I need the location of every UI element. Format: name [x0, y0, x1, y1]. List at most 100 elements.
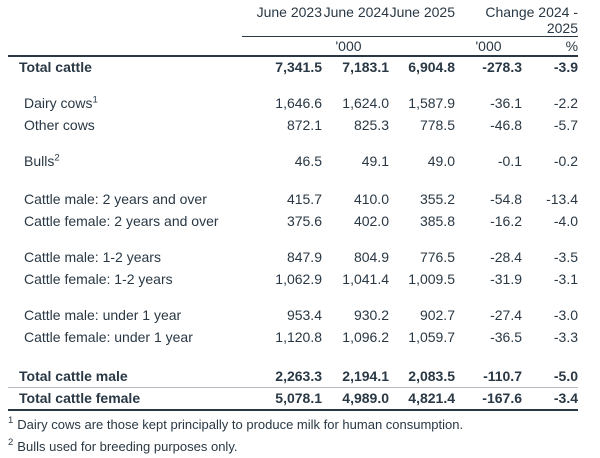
- cell-value: -0.1: [497, 152, 522, 169]
- spacer-row: [8, 290, 578, 304]
- cell-value: 902.7: [419, 306, 455, 323]
- table-row: Bulls2 46.5 49.1 49.0 -0.1 -0.2: [8, 150, 578, 172]
- row-label: Other cows: [24, 116, 95, 133]
- cell-value: -36.5: [490, 328, 522, 345]
- row-label: Cattle female: 2 years and over: [24, 212, 219, 229]
- cell-value: 825.3: [353, 116, 389, 133]
- row-label: Cattle male: under 1 year: [24, 306, 182, 323]
- cell-value: 1,646.6: [275, 94, 322, 111]
- cell-value: 49.0: [427, 152, 455, 169]
- col-header-june-2025: June 2025: [389, 2, 455, 37]
- cell-value: 415.7: [286, 190, 322, 207]
- cell-value: -110.7: [455, 365, 522, 388]
- spacer-row: [8, 348, 578, 366]
- cell-value: 804.9: [353, 248, 389, 265]
- cell-value: 1,041.4: [342, 270, 389, 287]
- cell-value: 930.2: [353, 306, 389, 323]
- cell-value: -3.1: [553, 270, 579, 287]
- unit-header-change-percent: %: [522, 36, 579, 57]
- cell-value: 7,183.1: [342, 59, 389, 75]
- cell-value: 4,821.4: [389, 387, 455, 411]
- header-empty-cell: [8, 2, 242, 37]
- cell-value: 953.4: [286, 306, 322, 323]
- spacer-row: [8, 78, 578, 92]
- unit-header-change-thousands: '000: [455, 36, 522, 57]
- table-row: Cattle female: 1-2 years 1,062.9 1,041.4 1,…: [8, 268, 578, 290]
- cell-value: 1,120.8: [275, 328, 322, 345]
- cell-value: -16.2: [490, 212, 522, 229]
- cell-value: 49.1: [361, 152, 389, 169]
- row-label: Total cattle: [19, 59, 92, 75]
- table-row: Cattle female: under 1 year 1,120.8 1,096.…: [8, 326, 578, 348]
- unit-empty-cell: [8, 36, 242, 57]
- table-row: Cattle male: 1-2 years 847.9 804.9 776.5 -28…: [8, 246, 578, 268]
- table-row: Total cattle 7,341.5 7,183.1 6,904.8 -278.3 -…: [8, 56, 578, 78]
- row-label: Total cattle female: [8, 387, 242, 411]
- cell-value: -5.0: [522, 365, 579, 388]
- cell-value: -46.8: [490, 116, 522, 133]
- cell-value: -36.1: [490, 94, 522, 111]
- footnote-text: Dairy cows are those kept principally to…: [17, 416, 464, 432]
- cell-value: 4,989.0: [322, 387, 389, 411]
- footnote-marker: 2: [54, 151, 60, 163]
- cell-value: 778.5: [419, 116, 455, 133]
- cell-value: -3.5: [553, 248, 579, 265]
- unit-header-june-thousands: '000: [242, 36, 455, 57]
- cell-value: -31.9: [490, 270, 522, 287]
- cell-value: 6,904.8: [408, 59, 455, 75]
- cell-value: -278.3: [482, 59, 522, 75]
- spacer-row: [8, 136, 578, 150]
- table-header-row-periods: June 2023 June 2024 June 2025 Change 202…: [8, 2, 579, 37]
- table-row: Other cows 872.1 825.3 778.5 -46.8 -5.7: [8, 114, 578, 136]
- row-label: Cattle female: 1-2 years: [24, 270, 173, 287]
- cell-value: 402.0: [353, 212, 389, 229]
- cell-value: 2,194.1: [322, 365, 389, 388]
- row-label: Bulls2: [24, 151, 60, 169]
- spacer-row: [8, 172, 578, 188]
- cell-value: -4.0: [553, 212, 579, 229]
- cell-value: 7,341.5: [275, 59, 322, 75]
- footnotes-section: 1 Dairy cows are those kept principally t…: [8, 414, 600, 458]
- cell-value: -27.4: [490, 306, 522, 323]
- row-label: Cattle male: 1-2 years: [24, 248, 161, 265]
- cell-value: 385.8: [419, 212, 455, 229]
- cell-value: 872.1: [286, 116, 322, 133]
- col-header-june-2024: June 2024: [322, 2, 389, 37]
- table-row: Dairy cows1 1,646.6 1,624.0 1,587.9 -36.1 -2.…: [8, 92, 578, 114]
- cell-value: 1,096.2: [342, 328, 389, 345]
- cell-value: -3.4: [522, 387, 579, 411]
- footnote-marker: 2: [8, 437, 14, 449]
- table-row: Cattle female: 2 years and over 375.6 402.…: [8, 210, 578, 232]
- cell-value: 1,009.5: [408, 270, 455, 287]
- cell-value: 1,587.9: [408, 94, 455, 111]
- row-label: Cattle male: 2 years and over: [24, 190, 207, 207]
- cell-value: 1,624.0: [342, 94, 389, 111]
- cell-value: 1,059.7: [408, 328, 455, 345]
- table-row: Cattle male: 2 years and over 415.7 410.0 3…: [8, 188, 578, 210]
- cell-value: -28.4: [490, 248, 522, 265]
- cell-value: 5,078.1: [242, 387, 322, 411]
- footnote-marker: 1: [8, 415, 14, 427]
- cell-value: 2,263.3: [242, 365, 322, 388]
- cell-value: 410.0: [353, 190, 389, 207]
- cell-value: -3.3: [553, 328, 579, 345]
- col-header-june-2023: June 2023: [242, 2, 322, 37]
- cell-value: 46.5: [294, 152, 322, 169]
- table-row: Total cattle female 5,078.1 4,989.0 4,821.4…: [8, 387, 579, 411]
- table-header-row-units: '000 '000 %: [8, 36, 579, 57]
- spacer-row: [8, 232, 578, 246]
- cell-value: -0.2: [553, 152, 579, 169]
- cell-value: -13.4: [546, 190, 579, 207]
- cell-value: -3.0: [553, 306, 579, 323]
- cell-value: -167.6: [455, 387, 522, 411]
- cattle-statistics-table: June 2023 June 2024 June 2025 Change 202…: [8, 2, 579, 411]
- col-header-change-2024-2025: Change 2024 - 2025: [455, 2, 579, 37]
- footnote: 2 Bulls used for breeding purposes only.: [8, 436, 600, 458]
- cell-value: 776.5: [419, 248, 455, 265]
- cell-value: 847.9: [286, 248, 322, 265]
- footnote: 1 Dairy cows are those kept principally t…: [8, 414, 600, 436]
- cell-value: 355.2: [419, 190, 455, 207]
- cell-value: -2.2: [553, 94, 579, 111]
- row-label: Cattle female: under 1 year: [24, 328, 193, 345]
